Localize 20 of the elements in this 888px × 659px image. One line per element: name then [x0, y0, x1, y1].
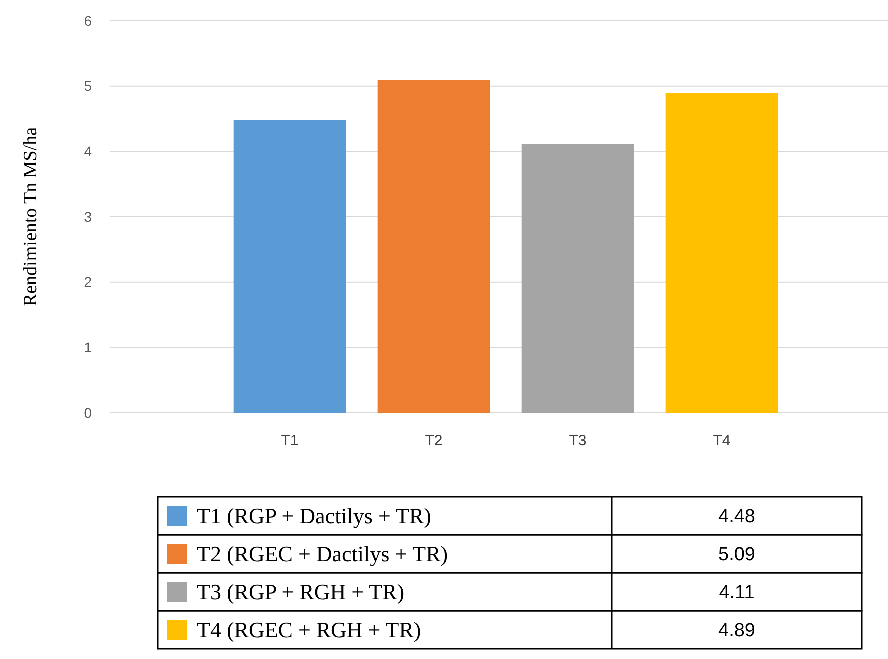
legend-label: T1 (RGP + Dactilys + TR): [197, 504, 432, 529]
y-tick-label: 6: [84, 12, 92, 29]
legend-label: T4 (RGEC + RGH + TR): [197, 618, 422, 643]
x-tick-label: T1: [281, 432, 299, 450]
x-tick-label: T3: [569, 432, 587, 450]
y-tick-label: 2: [84, 274, 92, 290]
text: 4.48: [718, 506, 756, 528]
y-tick-label: 5: [84, 78, 92, 94]
y-tick-label: 0: [84, 404, 92, 421]
legend-label: T2 (RGEC + Dactilys + TR): [197, 542, 448, 567]
y-tick-label: 4: [84, 144, 92, 160]
text: 4.11: [719, 582, 755, 604]
y-tick-label: 1: [84, 340, 92, 356]
x-tick-label: T2: [425, 432, 443, 450]
y-axis-title: Rendimiento Tn MS/ha: [20, 126, 42, 307]
text: 5.09: [718, 544, 756, 566]
y-tick-label: 3: [84, 208, 92, 225]
legend-label: T3 (RGP + RGH + TR): [197, 580, 405, 605]
x-tick-label: T4: [713, 432, 731, 450]
text: 4.89: [718, 620, 756, 642]
